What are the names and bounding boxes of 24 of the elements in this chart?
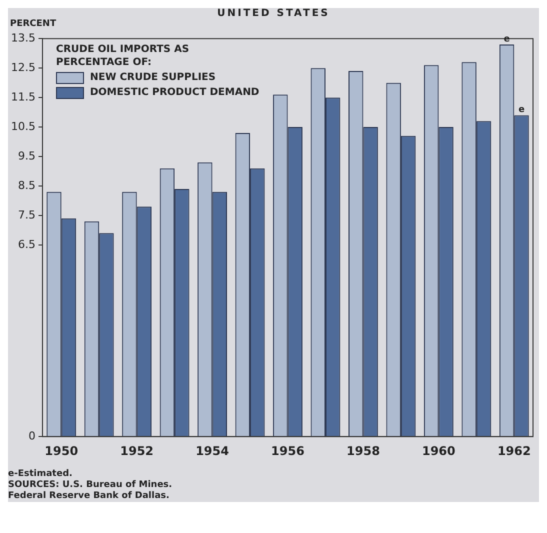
y-tick-label: 8.5 xyxy=(18,178,36,192)
legend-label: NEW CRUDE SUPPLIES xyxy=(90,71,216,84)
x-tick-label: 1956 xyxy=(271,444,304,458)
y-tick-label: 11.5 xyxy=(10,90,36,104)
x-tick-label: 1950 xyxy=(44,444,78,458)
y-tick-label: 7.5 xyxy=(18,208,36,222)
y-tick-label: 0 xyxy=(28,429,36,442)
x-tick-label: 1962 xyxy=(497,444,531,458)
y-tick-label: 6.5 xyxy=(18,238,36,251)
annotation: e xyxy=(518,105,525,116)
x-tick-label: 1952 xyxy=(120,444,154,458)
x-tick-label: 1960 xyxy=(422,444,456,458)
legend-label: DOMESTIC PRODUCT DEMAND xyxy=(90,86,260,99)
chart-title: UNITED STATES xyxy=(216,8,331,19)
text: e-Estimated. xyxy=(8,469,74,480)
legend-title: CRUDE OIL IMPORTS AS PERCENTAGE OF: xyxy=(56,43,190,69)
y-axis-title: PERCENT xyxy=(10,19,58,29)
x-tick-label: 1954 xyxy=(196,444,229,458)
y-tick-label: 12.5 xyxy=(10,60,36,74)
x-tick-label: 1958 xyxy=(346,444,380,458)
y-tick-label: 9.5 xyxy=(18,149,36,162)
source-note: SOURCES: U.S. Bureau of Mines. Federal Reserve Bank of Dallas. xyxy=(8,480,174,502)
y-tick-label: 13.5 xyxy=(10,31,36,44)
y-tick-label: 10.5 xyxy=(10,120,36,133)
